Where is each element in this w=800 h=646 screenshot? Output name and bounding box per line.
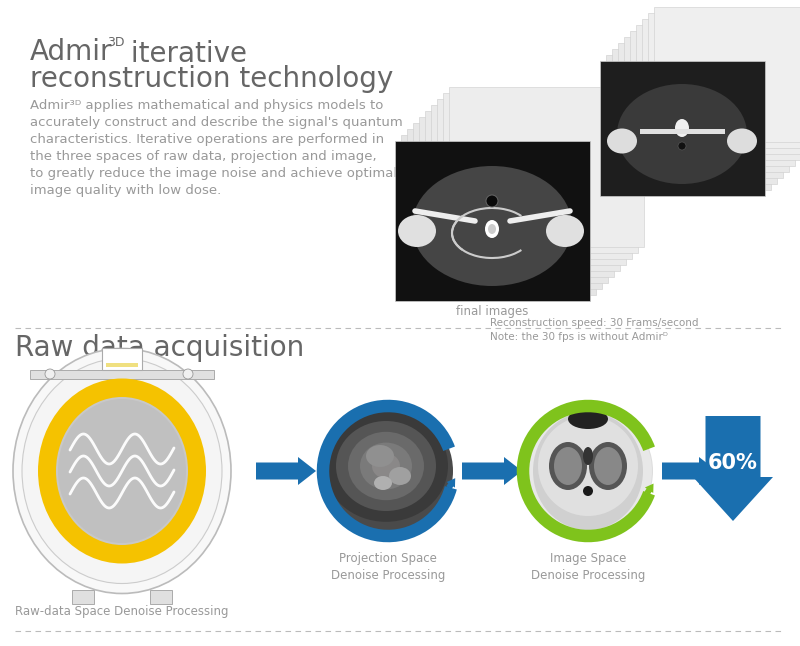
Ellipse shape — [336, 421, 436, 511]
Bar — [612, 49, 777, 184]
Circle shape — [45, 369, 55, 379]
Ellipse shape — [485, 220, 499, 238]
Text: Raw-data Space Denoise Processing: Raw-data Space Denoise Processing — [15, 605, 229, 618]
Ellipse shape — [13, 348, 231, 594]
Ellipse shape — [533, 412, 643, 530]
Bar — [654, 7, 800, 142]
Text: the three spaces of raw data, projection and image,: the three spaces of raw data, projection… — [30, 150, 377, 163]
Bar — [443, 93, 638, 253]
Ellipse shape — [538, 416, 638, 516]
Ellipse shape — [549, 442, 587, 490]
Text: Admir³ᴰ applies mathematical and physics models to: Admir³ᴰ applies mathematical and physics… — [30, 99, 383, 112]
FancyArrow shape — [462, 457, 522, 485]
Ellipse shape — [56, 397, 188, 545]
Ellipse shape — [398, 215, 436, 247]
Bar — [407, 129, 602, 289]
Ellipse shape — [589, 442, 627, 490]
Circle shape — [323, 406, 453, 536]
Bar — [606, 55, 771, 190]
Bar — [30, 370, 214, 379]
Text: Raw data acquisition: Raw data acquisition — [15, 334, 304, 362]
Ellipse shape — [488, 224, 496, 234]
Bar — [401, 135, 596, 295]
Ellipse shape — [675, 119, 689, 137]
Bar — [102, 348, 142, 370]
Ellipse shape — [594, 447, 622, 485]
Ellipse shape — [678, 142, 686, 150]
Bar — [419, 117, 614, 277]
Text: image quality with low dose.: image quality with low dose. — [30, 184, 222, 197]
Ellipse shape — [374, 476, 392, 490]
Ellipse shape — [38, 379, 206, 563]
FancyArrow shape — [693, 416, 773, 521]
Circle shape — [486, 195, 498, 207]
Bar — [648, 13, 800, 148]
Ellipse shape — [366, 445, 394, 467]
Bar — [437, 99, 632, 259]
Ellipse shape — [727, 129, 757, 154]
Ellipse shape — [568, 409, 608, 429]
Ellipse shape — [583, 447, 593, 465]
Text: reconstruction technology: reconstruction technology — [30, 65, 394, 93]
Text: to greatly reduce the image noise and achieve optimal: to greatly reduce the image noise and ac… — [30, 167, 397, 180]
Bar — [431, 105, 626, 265]
Ellipse shape — [22, 359, 222, 583]
Bar — [413, 123, 608, 283]
Text: accurately construct and describe the signal's quantum: accurately construct and describe the si… — [30, 116, 402, 129]
Ellipse shape — [389, 467, 411, 485]
Ellipse shape — [58, 399, 186, 543]
Ellipse shape — [348, 432, 424, 500]
FancyArrow shape — [446, 478, 455, 490]
Text: iterative: iterative — [122, 40, 247, 68]
Ellipse shape — [607, 129, 637, 154]
Bar — [630, 31, 795, 166]
Text: 3D: 3D — [107, 36, 125, 49]
Text: Projection Space
Denoise Processing: Projection Space Denoise Processing — [331, 552, 445, 582]
Text: characteristics. Iterative operations are performed in: characteristics. Iterative operations ar… — [30, 133, 384, 146]
Text: 60%: 60% — [708, 453, 758, 474]
FancyArrow shape — [645, 484, 654, 495]
Ellipse shape — [324, 410, 448, 522]
Bar — [395, 141, 590, 301]
Ellipse shape — [546, 215, 584, 247]
Ellipse shape — [372, 453, 400, 479]
Bar — [72, 590, 94, 604]
Circle shape — [183, 369, 193, 379]
Bar — [640, 129, 725, 134]
FancyArrow shape — [662, 457, 717, 485]
Bar — [600, 61, 765, 196]
Text: final images: final images — [456, 305, 529, 318]
Ellipse shape — [554, 447, 582, 485]
Bar — [618, 43, 783, 178]
Bar — [449, 87, 644, 247]
Bar — [106, 363, 138, 367]
Ellipse shape — [617, 84, 747, 184]
Circle shape — [583, 486, 593, 496]
Text: Image Space
Denoise Processing: Image Space Denoise Processing — [531, 552, 645, 582]
Bar — [425, 111, 620, 271]
Text: Admir: Admir — [30, 38, 113, 66]
Bar — [150, 590, 172, 604]
Circle shape — [523, 406, 653, 536]
Ellipse shape — [412, 166, 572, 286]
Bar — [642, 19, 800, 154]
Bar — [636, 25, 800, 160]
Text: Reconstruction speed: 30 Frams/second
Note: the 30 fps is without Admirᴰ: Reconstruction speed: 30 Frams/second No… — [490, 318, 698, 342]
FancyArrow shape — [256, 457, 316, 485]
Bar — [624, 37, 789, 172]
Circle shape — [524, 407, 652, 535]
Ellipse shape — [360, 443, 412, 490]
